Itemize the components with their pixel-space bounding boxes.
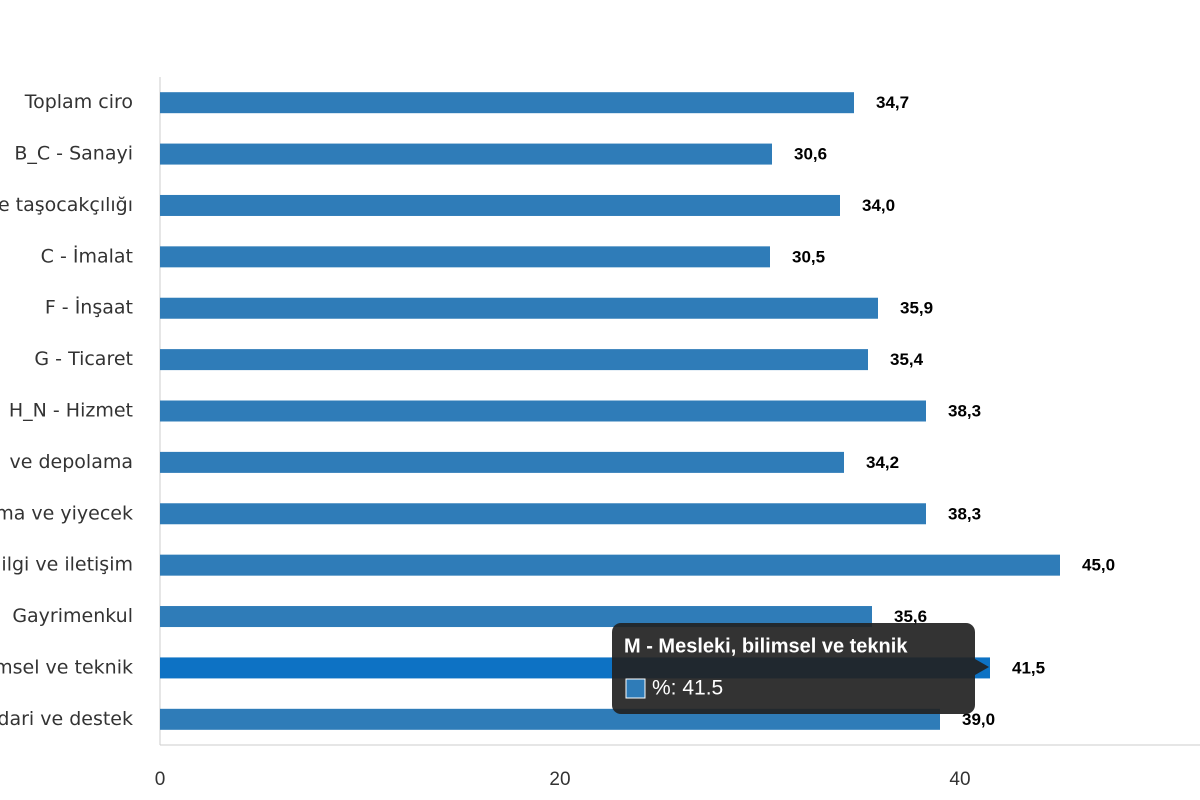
category-label: G - Ticaret xyxy=(34,348,133,370)
category-label: ma ve yiyecek xyxy=(0,502,133,524)
tooltip-box xyxy=(612,623,975,714)
value-label: 41,5 xyxy=(1012,658,1045,677)
bar xyxy=(160,246,770,268)
bar xyxy=(160,708,940,730)
bar xyxy=(160,606,872,628)
bar xyxy=(160,143,772,165)
x-tick-label: 0 xyxy=(155,769,166,790)
category-label: H_N - Hizmet xyxy=(9,400,133,422)
tooltip: M - Mesleki, bilimsel ve teknik %: 41.5 xyxy=(612,623,989,714)
value-label: 38,3 xyxy=(948,401,981,420)
bar xyxy=(160,297,878,319)
category-label: msel ve teknik xyxy=(0,656,133,678)
value-label: 30,5 xyxy=(792,247,825,266)
value-label: 38,3 xyxy=(948,504,981,523)
value-label: 35,6 xyxy=(894,607,927,626)
value-label: 39,0 xyxy=(962,710,995,729)
bar xyxy=(160,400,926,422)
bar xyxy=(160,451,844,473)
value-label: 35,4 xyxy=(890,350,924,369)
tooltip-arrow xyxy=(975,659,989,675)
value-label: 35,9 xyxy=(900,299,933,318)
x-tick-label: 20 xyxy=(549,769,570,790)
category-label: C - İmalat xyxy=(41,244,133,267)
value-label: 45,0 xyxy=(1082,556,1115,575)
value-label: 34,2 xyxy=(866,453,899,472)
value-label: 34,0 xyxy=(862,196,895,215)
category-label: e taşocakçılığı xyxy=(0,194,133,216)
category-label: Toplam ciro xyxy=(24,91,133,113)
bar xyxy=(160,349,868,371)
tooltip-swatch xyxy=(625,678,646,699)
bar xyxy=(160,554,1060,576)
bar xyxy=(160,92,854,114)
bar xyxy=(160,194,840,216)
category-label: dari ve destek xyxy=(0,708,133,730)
category-label: Gayrimenkul xyxy=(12,605,133,627)
tooltip-title: M - Mesleki, bilimsel ve teknik xyxy=(624,635,908,657)
category-label: ilgi ve iletişim xyxy=(1,554,133,576)
value-label: 34,7 xyxy=(876,93,909,112)
category-label: ve depolama xyxy=(10,451,133,473)
category-label: F - İnşaat xyxy=(45,296,133,319)
category-label: B_C - Sanayi xyxy=(14,143,133,165)
tooltip-text: %: 41.5 xyxy=(652,677,723,700)
x-tick-label: 40 xyxy=(949,769,970,790)
bar xyxy=(160,503,926,525)
value-label: 30,6 xyxy=(794,145,827,164)
